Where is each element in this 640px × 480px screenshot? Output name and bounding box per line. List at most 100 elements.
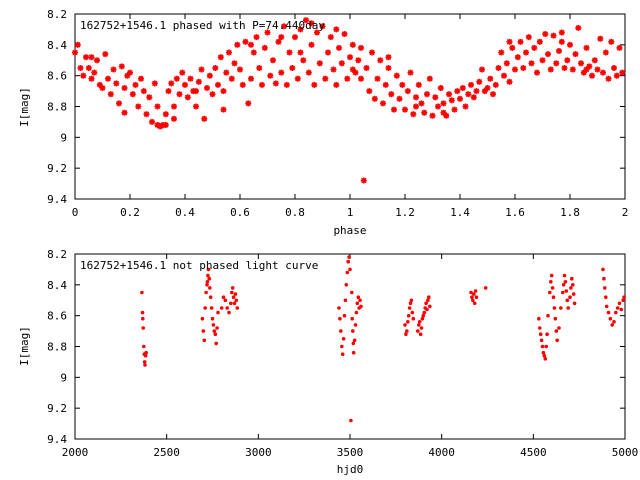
unphased-data-point xyxy=(538,326,542,330)
phased-data-point xyxy=(259,81,265,88)
phased-data-point xyxy=(248,75,254,82)
unphased-y-tick-label: 9 xyxy=(60,371,67,384)
phased-y-tick-label: 9 xyxy=(60,131,67,144)
unphased-data-point xyxy=(472,292,476,296)
phased-data-point xyxy=(223,69,230,76)
unphased-data-point xyxy=(215,326,219,330)
phased-data-point xyxy=(143,111,150,118)
phased-x-tick-label: 0.2 xyxy=(120,206,140,219)
phased-data-point xyxy=(572,51,579,58)
phased-data-point xyxy=(391,106,397,113)
phased-data-point xyxy=(74,41,81,48)
unphased-data-point xyxy=(539,338,544,343)
phased-data-point xyxy=(88,75,95,82)
unphased-data-point xyxy=(221,295,226,300)
phased-x-tick-label: 1.4 xyxy=(450,206,470,219)
phased-data-point xyxy=(94,57,100,64)
phased-data-point xyxy=(135,103,142,110)
unphased-data-point xyxy=(403,323,407,327)
unphased-data-point xyxy=(207,276,211,281)
unphased-data-point xyxy=(617,301,622,306)
unphased-data-point xyxy=(614,310,618,315)
unphased-data-point xyxy=(561,283,566,287)
phased-data-point xyxy=(407,69,414,76)
unphased-data-point xyxy=(211,323,216,327)
phased-data-point xyxy=(421,109,428,116)
phased-data-point xyxy=(600,69,606,76)
phased-data-point xyxy=(311,81,318,88)
unphased-data-point xyxy=(409,298,414,303)
phased-data-point xyxy=(151,80,158,87)
unphased-data-point xyxy=(427,295,431,300)
phased-data-point xyxy=(506,38,513,45)
unphased-data-point xyxy=(352,338,357,343)
phased-data-point xyxy=(341,31,348,37)
phased-data-point xyxy=(77,65,84,71)
phased-data-point xyxy=(253,34,260,41)
phased-data-point xyxy=(107,91,114,98)
phased-data-point xyxy=(129,91,136,98)
phased-data-point xyxy=(261,44,268,51)
phased-data-point xyxy=(448,97,455,104)
unphased-data-point xyxy=(231,295,236,300)
phased-data-point xyxy=(377,57,384,64)
unphased-data-point xyxy=(621,298,625,303)
phased-data-point xyxy=(85,65,92,71)
phased-data-point xyxy=(212,65,219,71)
phased-data-point xyxy=(206,72,213,79)
phased-data-point xyxy=(275,38,282,45)
unphased-data-point xyxy=(229,301,233,306)
unphased-data-point xyxy=(338,316,342,321)
phased-x-tick-label: 1 xyxy=(347,206,354,219)
unphased-data-point xyxy=(410,310,415,315)
phased-data-point xyxy=(446,91,452,98)
unphased-x-axis-label: hjd0 xyxy=(337,463,364,476)
phased-data-point xyxy=(187,75,194,82)
unphased-title: 162752+1546.1 not phased light curve xyxy=(80,259,318,272)
unphased-data-point xyxy=(418,332,423,337)
phased-data-point xyxy=(127,69,133,76)
phased-data-point xyxy=(382,81,389,88)
phased-data-point xyxy=(132,81,139,88)
phased-data-point xyxy=(322,75,329,82)
phased-data-point xyxy=(418,100,425,107)
phased-data-point xyxy=(308,20,315,27)
phased-data-point xyxy=(176,91,183,98)
unphased-data-point xyxy=(610,323,614,327)
unphased-data-point xyxy=(340,352,345,357)
phased-data-point xyxy=(528,60,535,67)
unphased-data-point xyxy=(571,283,575,287)
unphased-data-point xyxy=(470,295,474,300)
phased-y-tick-label: 9.4 xyxy=(47,193,67,206)
unphased-data-point xyxy=(612,320,616,324)
phased-data-point xyxy=(316,60,323,67)
unphased-data-point xyxy=(424,301,428,306)
unphased-x-tick-label: 5000 xyxy=(612,446,639,459)
unphased-data-point xyxy=(141,326,145,330)
phased-data-point xyxy=(619,69,626,76)
unphased-data-point xyxy=(549,280,553,284)
phased-data-point xyxy=(110,66,117,73)
phased-data-point xyxy=(608,38,615,45)
phased-data-point xyxy=(523,49,529,56)
phased-data-point xyxy=(539,57,546,64)
unphased-data-point xyxy=(351,341,356,346)
unphased-data-point xyxy=(345,270,350,275)
phased-data-point xyxy=(396,95,403,102)
phased-data-point xyxy=(512,66,518,73)
phased-data-point xyxy=(553,60,560,67)
phased-data-point xyxy=(520,65,527,71)
unphased-data-point xyxy=(560,290,565,295)
unphased-data-point xyxy=(212,329,217,333)
phased-x-tick-label: 2 xyxy=(622,206,629,219)
unphased-data-point xyxy=(201,329,206,333)
phased-data-point xyxy=(146,94,153,101)
unphased-data-point xyxy=(419,326,424,330)
phased-data-point xyxy=(611,65,617,71)
phased-data-point xyxy=(272,80,279,87)
unphased-data-point xyxy=(540,344,545,349)
unphased-data-point xyxy=(143,353,148,358)
phased-data-point xyxy=(314,29,320,36)
unphased-data-point xyxy=(356,295,361,300)
unphased-data-point xyxy=(230,286,235,290)
